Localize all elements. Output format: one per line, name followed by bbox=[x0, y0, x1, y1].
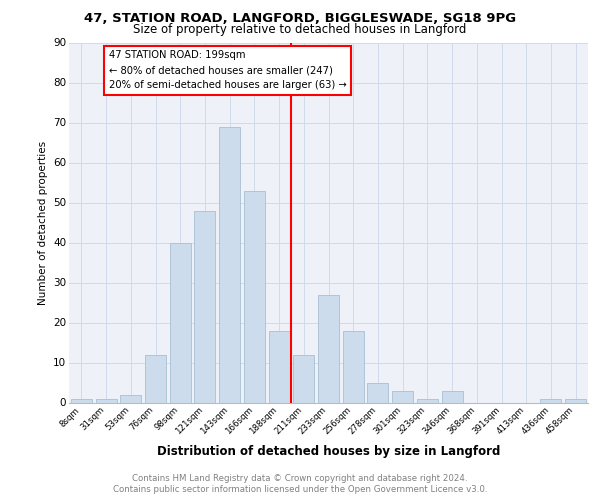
Bar bbox=[541, 398, 562, 402]
Bar bbox=[219, 126, 240, 402]
Bar bbox=[367, 382, 388, 402]
Bar bbox=[120, 394, 141, 402]
Bar bbox=[269, 330, 290, 402]
Bar bbox=[244, 190, 265, 402]
Bar bbox=[170, 242, 191, 402]
Bar bbox=[95, 398, 116, 402]
X-axis label: Distribution of detached houses by size in Langford: Distribution of detached houses by size … bbox=[157, 444, 500, 458]
Text: Size of property relative to detached houses in Langford: Size of property relative to detached ho… bbox=[133, 22, 467, 36]
Text: Contains HM Land Registry data © Crown copyright and database right 2024.
Contai: Contains HM Land Registry data © Crown c… bbox=[113, 474, 487, 494]
Text: 47, STATION ROAD, LANGFORD, BIGGLESWADE, SG18 9PG: 47, STATION ROAD, LANGFORD, BIGGLESWADE,… bbox=[84, 12, 516, 26]
Bar bbox=[145, 354, 166, 403]
Bar bbox=[318, 294, 339, 403]
Bar bbox=[442, 390, 463, 402]
Text: 47 STATION ROAD: 199sqm
← 80% of detached houses are smaller (247)
20% of semi-d: 47 STATION ROAD: 199sqm ← 80% of detache… bbox=[109, 50, 346, 90]
Bar bbox=[565, 398, 586, 402]
Bar bbox=[71, 398, 92, 402]
Bar bbox=[392, 390, 413, 402]
Bar bbox=[194, 210, 215, 402]
Bar bbox=[343, 330, 364, 402]
Bar bbox=[293, 354, 314, 403]
Y-axis label: Number of detached properties: Number of detached properties bbox=[38, 140, 47, 304]
Bar bbox=[417, 398, 438, 402]
